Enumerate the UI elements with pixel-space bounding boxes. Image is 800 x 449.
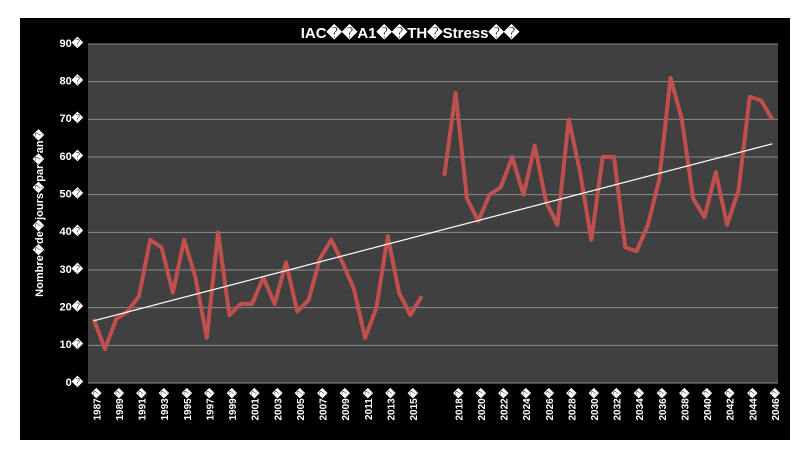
x-tick-label: 1995� <box>181 387 194 420</box>
x-tick-label: 2028� <box>565 387 578 420</box>
x-tick-label: 1987� <box>90 387 103 420</box>
x-tick-label: 2005� <box>294 387 307 420</box>
x-tick-label: 2030� <box>588 387 601 420</box>
x-tick-label: 2003� <box>271 387 284 420</box>
x-tick-label: 2046� <box>769 387 782 420</box>
x-tick-label: 2042� <box>724 387 737 420</box>
y-tick-label: 90� <box>59 36 83 50</box>
x-tick-label: 2015� <box>407 387 420 420</box>
trend-line <box>93 143 773 322</box>
x-tick-label: 1993� <box>158 387 171 420</box>
y-tick-label: 0� <box>66 375 84 389</box>
x-tick-label: 1989� <box>113 387 126 420</box>
y-tick-label: 80� <box>59 74 83 88</box>
y-tick-label: 50� <box>59 187 83 201</box>
x-tick-label: 2011� <box>362 387 375 420</box>
x-tick-label: 1991� <box>136 387 149 420</box>
x-tick-label: 1999� <box>226 387 239 420</box>
x-tick-label: 2044� <box>746 387 759 420</box>
x-tick-label: 2036� <box>656 387 669 420</box>
y-tick-label: 20� <box>59 300 83 314</box>
y-tick-label: 10� <box>59 337 83 351</box>
x-tick-label: 2034� <box>633 387 646 420</box>
x-tick-label: 2026� <box>543 387 556 420</box>
x-tick-label: 2020� <box>475 387 488 420</box>
x-tick-label: 2013� <box>384 387 397 420</box>
x-tick-label: 1997� <box>203 387 216 420</box>
chart-title: IAC��A1��TH�Stress�� <box>301 23 520 42</box>
x-tick-label: 2040� <box>701 387 714 420</box>
x-tick-label: 2001� <box>249 387 262 420</box>
x-tick-label: 2038� <box>678 387 691 420</box>
data-line <box>91 75 775 352</box>
y-tick-label: 60� <box>59 149 83 163</box>
x-tick-label: 2024� <box>520 387 533 420</box>
x-tick-label: 2022� <box>498 387 511 420</box>
y-axis-label: Nombre�de�jours�par�an� <box>32 128 46 296</box>
x-tick-label: 2032� <box>611 387 624 420</box>
x-tick-label: 2007� <box>317 387 330 420</box>
y-tick-label: 30� <box>59 262 83 276</box>
x-tick-label: 2009� <box>339 387 352 420</box>
y-tick-label: 40� <box>59 224 83 238</box>
x-tick-label: 2018� <box>452 387 465 420</box>
y-tick-label: 70� <box>59 111 83 125</box>
